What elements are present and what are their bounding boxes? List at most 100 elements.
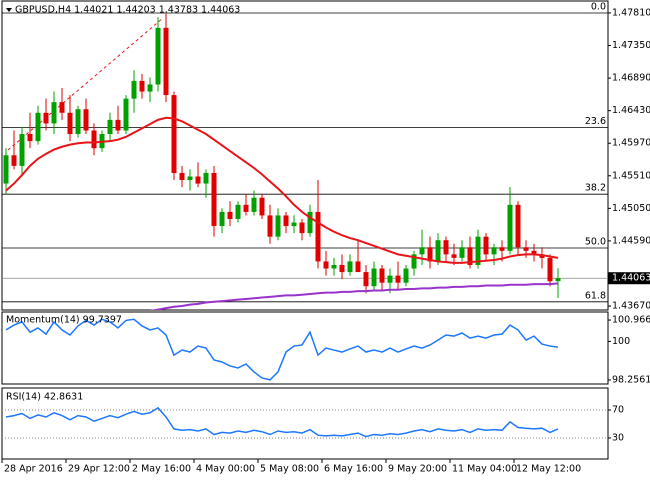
candle-body [35, 112, 41, 142]
y-tick-label: 1.45970 [612, 138, 650, 149]
indicator-line [5, 318, 559, 381]
candle-body [539, 254, 545, 258]
momentum-panel-frame [1, 311, 609, 385]
x-tick-label: 12 May 12:00 [516, 464, 581, 475]
candle-body [395, 275, 401, 283]
candle-body [491, 247, 497, 255]
candle-body [483, 236, 489, 255]
candle-body [531, 250, 537, 255]
candle-body [123, 98, 129, 131]
candle-body [251, 197, 257, 212]
candle-body [419, 247, 425, 255]
y-tick-label: 70 [612, 405, 624, 416]
candle-body [179, 172, 185, 181]
candle-body [355, 261, 361, 273]
candle-body [443, 240, 449, 255]
candle-body [115, 119, 121, 131]
candle-body [155, 27, 161, 85]
candle-body [291, 222, 297, 227]
candle-body [435, 240, 441, 262]
candle-body [315, 211, 321, 262]
candle-body [67, 112, 73, 135]
y-tick-label: 100 [612, 336, 630, 347]
x-tick-label: 5 May 08:00 [260, 464, 319, 475]
candle-body [299, 222, 305, 234]
y-tick-label: 1.44590 [612, 235, 650, 246]
candle-body [147, 84, 153, 92]
candle-body [3, 155, 9, 184]
candle-body [547, 257, 553, 282]
candle-body [523, 247, 529, 251]
fibo-label: 50.0 [585, 236, 606, 247]
rsi-panel-frame [1, 387, 609, 460]
candle-body [131, 80, 137, 99]
candle-body [139, 80, 145, 92]
candle-body [331, 264, 337, 269]
candle-body [19, 134, 25, 166]
trend-line [7, 17, 164, 151]
candle-body [403, 268, 409, 283]
candle-body [555, 278, 561, 282]
candle-body [43, 112, 49, 124]
candle-body [243, 204, 249, 212]
candle-body [163, 27, 169, 96]
candle-body [411, 254, 417, 269]
candle-body [187, 176, 193, 181]
panel-plot [5, 318, 559, 381]
candle-body [323, 261, 329, 269]
candle-body [91, 130, 97, 149]
candle-body [195, 176, 201, 184]
candle-body [371, 268, 377, 287]
candle-body [59, 102, 65, 113]
y-tick-label: 1.47810 [612, 7, 650, 18]
candle-body [275, 215, 281, 237]
price-box-label: 1.44063 [612, 273, 650, 284]
x-tick-label: 28 Apr 2016 [4, 464, 63, 475]
panel-plot [2, 12, 608, 310]
candle-body [451, 254, 457, 258]
fibo-label: 61.8 [585, 290, 606, 301]
indicator-line [5, 406, 559, 438]
candle-body [267, 215, 273, 237]
main-panel-frame [1, 0, 609, 311]
indicator-title: RSI(14) 42.8631 [6, 392, 83, 403]
candle-body [219, 211, 225, 227]
candle-body [459, 247, 465, 258]
candle-body [11, 155, 17, 166]
x-tick-label: 2 May 16:00 [132, 464, 191, 475]
candle-body [499, 247, 505, 251]
candle-body [379, 268, 385, 283]
y-tick-label: 1.45050 [612, 203, 650, 214]
candle-body [83, 109, 89, 131]
fibo-label: 38.2 [585, 183, 606, 194]
candle-body [307, 211, 313, 234]
candle-body [227, 211, 233, 219]
x-tick-label: 9 May 20:00 [388, 464, 447, 475]
indicator-line [149, 282, 559, 310]
y-tick-label: 1.43670 [612, 301, 650, 312]
candle-body [211, 172, 217, 227]
candle-body [387, 275, 393, 283]
y-tick-label: 1.46890 [612, 73, 650, 84]
y-tick-label: 30 [612, 433, 624, 444]
menu-arrow [6, 8, 12, 12]
panel-plot [2, 406, 608, 439]
candle-body [27, 134, 33, 142]
fibo-label: 23.6 [585, 116, 606, 127]
candle-body [283, 215, 289, 227]
indicator-line [5, 116, 559, 264]
candle-body [203, 172, 209, 184]
x-tick-label: 4 May 00:00 [196, 464, 255, 475]
price-box [608, 272, 650, 285]
x-tick-label: 29 Apr 12:00 [68, 464, 130, 475]
candle-body [171, 95, 177, 173]
candle-body [475, 236, 481, 265]
y-tick-label: 1.45510 [612, 170, 650, 181]
y-tick-label: 1.47350 [612, 40, 650, 51]
candle-body [363, 272, 369, 287]
candle-body [515, 204, 521, 248]
candle-body [51, 102, 57, 124]
candle-body [107, 119, 113, 135]
candle-body [75, 109, 81, 135]
